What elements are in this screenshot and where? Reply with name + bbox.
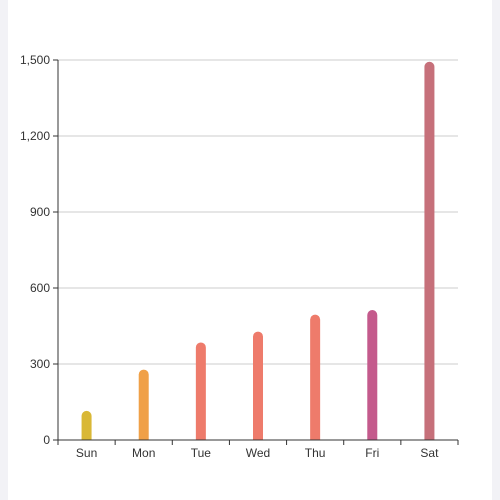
bar-sun[interactable]: [81, 410, 92, 440]
bar-wed[interactable]: [253, 331, 263, 440]
x-tick-label: Sat: [420, 446, 439, 460]
bar-fri[interactable]: [367, 310, 378, 440]
axes: [53, 59, 459, 445]
y-tick-label: 900: [30, 205, 50, 219]
bar-mon[interactable]: [138, 369, 149, 440]
y-tick-label: 1,500: [20, 53, 50, 67]
x-tick-label: Fri: [365, 446, 379, 460]
bars: [81, 61, 435, 440]
y-tick-label: 600: [30, 281, 50, 295]
y-tick-label: 1,200: [20, 129, 50, 143]
x-tick-label: Mon: [132, 446, 155, 460]
x-tick-label: Wed: [246, 446, 270, 460]
x-tick-label: Sun: [76, 446, 97, 460]
bar-tue[interactable]: [195, 342, 206, 440]
x-tick-label: Tue: [191, 446, 212, 460]
bar-thu[interactable]: [310, 314, 321, 440]
y-tick-label: 300: [30, 357, 50, 371]
grid-lines: [58, 59, 458, 365]
x-tick-label: Thu: [305, 446, 326, 460]
tick-labels: 0 300 600 900 1,200 1,500 Sun Mon Tue Wed Thu Fri Sa…: [20, 53, 439, 460]
y-tick-label: 0: [43, 433, 50, 447]
bar-sat[interactable]: [424, 61, 435, 440]
